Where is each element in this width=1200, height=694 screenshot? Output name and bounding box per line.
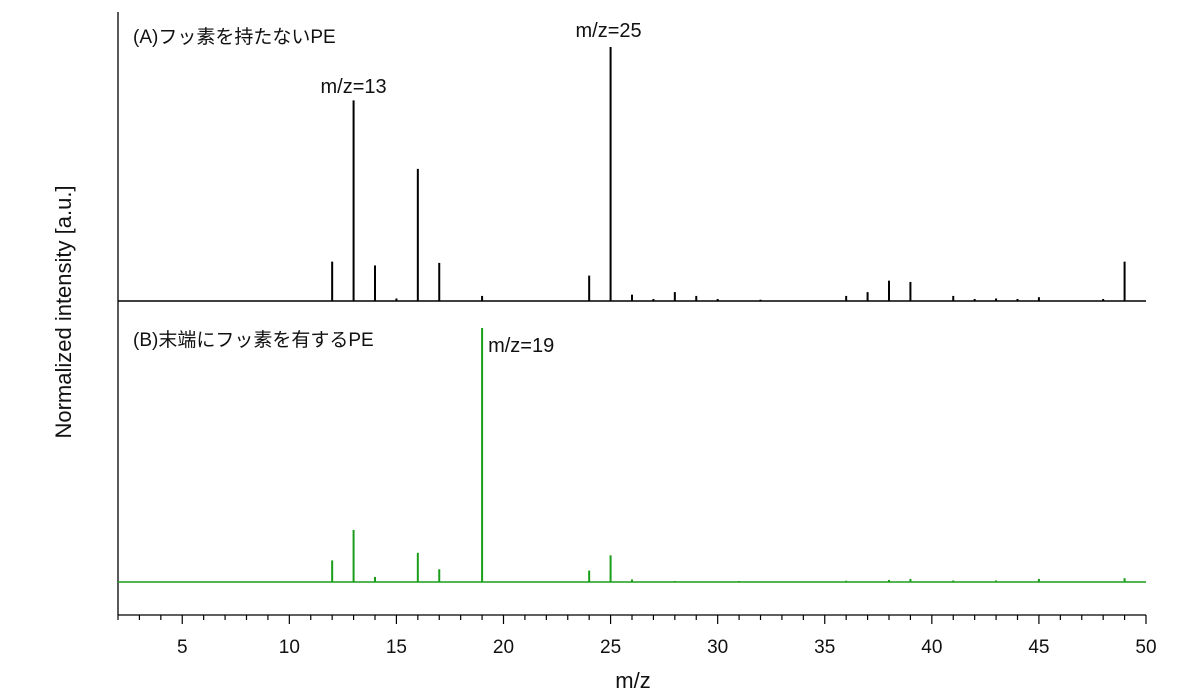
- peak-annotation: m/z=19: [488, 335, 554, 357]
- x-tick-label: 25: [600, 637, 621, 658]
- x-axis-title: m/z: [615, 668, 650, 693]
- x-tick-label: 45: [1028, 637, 1049, 658]
- panel-a: (A)フッ素を持たないPE m/z=13 m/z=25: [118, 20, 1146, 302]
- peak-annotation: m/z=25: [576, 20, 642, 42]
- x-tick-label: 5: [177, 637, 188, 658]
- x-tick-label: 40: [921, 637, 942, 658]
- x-tick-label: 15: [386, 637, 407, 658]
- panel-label: (A)フッ素を持たないPE: [133, 26, 336, 48]
- x-tick-label: 35: [814, 637, 835, 658]
- x-tick-label: 30: [707, 637, 728, 658]
- peak-annotation: m/z=13: [321, 76, 387, 98]
- panel-label: (B)末端にフッ素を有するPE: [133, 329, 374, 351]
- panel-b: (B)末端にフッ素を有するPE m/z=19: [118, 328, 1146, 583]
- chart-axes: 5 10 15 20 25 30 35 40 45 50: [117, 12, 1157, 658]
- x-tick-label: 10: [279, 637, 300, 658]
- chart-panels: (A)フッ素を持たないPE m/z=13 m/z=25 (B)末端にフッ素を有するPE…: [118, 20, 1146, 583]
- y-axis-title: Normalized intensity [a.u.]: [51, 185, 76, 438]
- x-tick-label: 50: [1135, 637, 1156, 658]
- x-tick-label: 20: [493, 637, 514, 658]
